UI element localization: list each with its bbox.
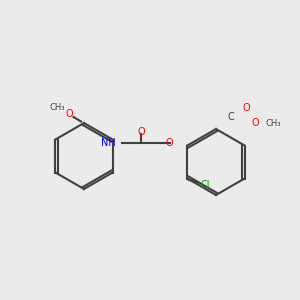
Text: O: O: [137, 127, 145, 137]
Text: Cl: Cl: [201, 179, 210, 190]
Text: O: O: [251, 118, 259, 128]
Text: O: O: [166, 137, 173, 148]
Text: O: O: [242, 103, 250, 113]
Text: C: C: [228, 112, 234, 122]
Text: CH₃: CH₃: [49, 103, 65, 112]
Text: CH₃: CH₃: [265, 118, 281, 127]
Text: NH: NH: [101, 137, 116, 148]
Text: O: O: [65, 109, 73, 119]
